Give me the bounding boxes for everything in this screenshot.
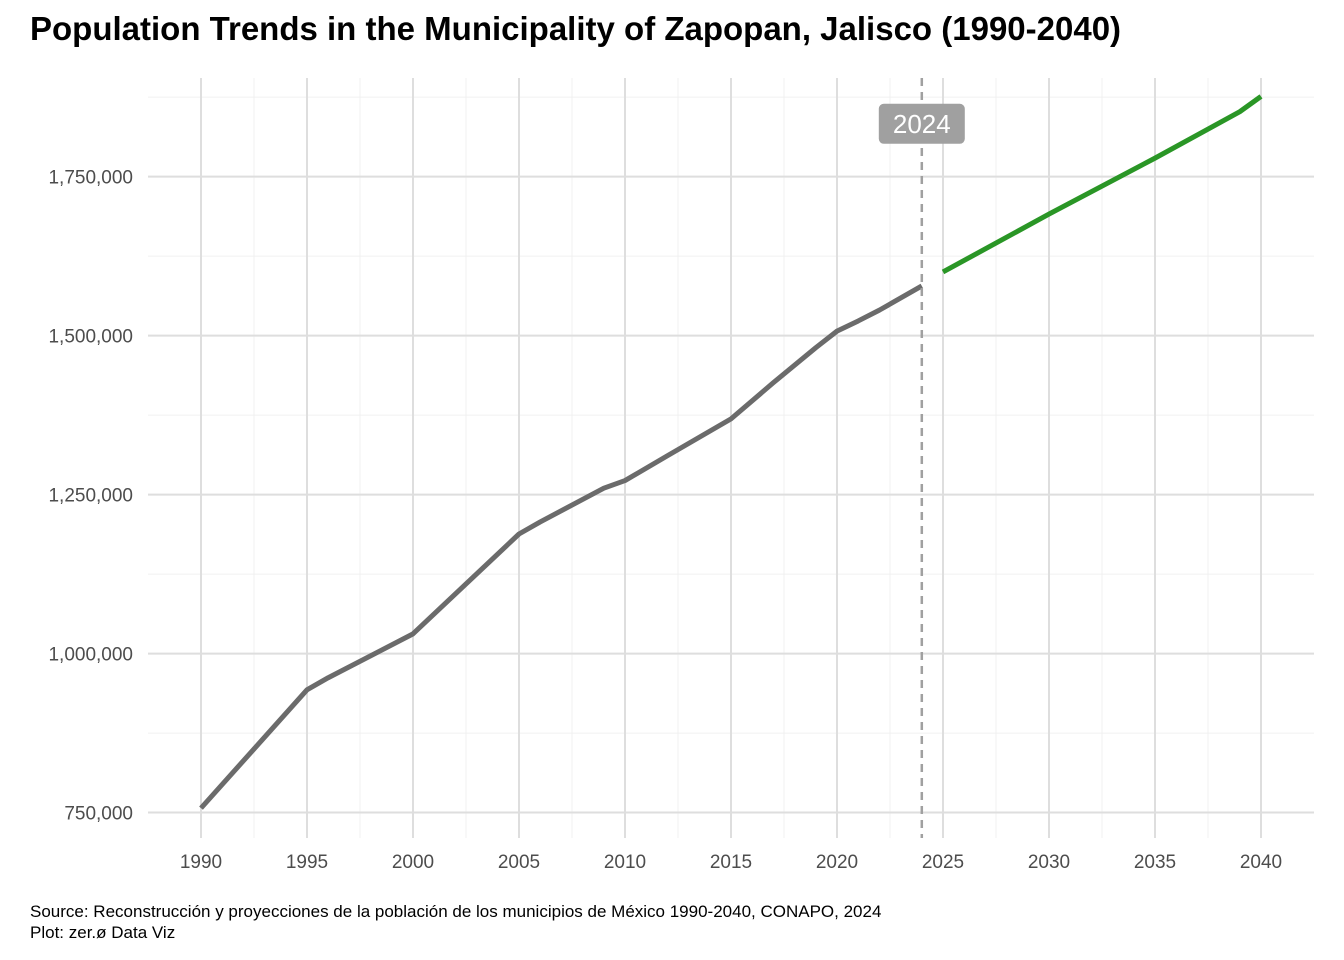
x-tick-label: 2025 xyxy=(922,852,964,873)
x-tick-label: 1990 xyxy=(180,852,222,873)
y-tick-label: 1,500,000 xyxy=(48,327,133,348)
x-tick-label: 2035 xyxy=(1134,852,1176,873)
y-tick-label: 1,750,000 xyxy=(48,168,133,189)
major-gridlines xyxy=(148,78,1314,838)
reference-label: 2024 xyxy=(893,109,951,139)
credit-note: Plot: zer.ø Data Viz xyxy=(30,923,176,942)
x-tick-label: 1995 xyxy=(286,852,328,873)
projection-series-line xyxy=(941,94,1263,275)
reference-label-box xyxy=(878,103,965,144)
y-tick-label: 1,000,000 xyxy=(48,645,133,666)
series-layer xyxy=(199,94,1263,810)
x-tick-label: 2010 xyxy=(604,852,646,873)
annotation-layer: 2024 xyxy=(878,78,965,838)
y-tick-label: 1,250,000 xyxy=(48,486,133,507)
axis-tick-labels: 1990 1995 2000 2005 2010 2015 2020 2025 2030 2035… xyxy=(48,168,1282,873)
x-tick-label: 2005 xyxy=(498,852,540,873)
source-note: Source: Reconstrucción y proyecciones de… xyxy=(30,902,882,921)
chart-title: Population Trends in the Municipality of… xyxy=(30,10,1122,47)
x-tick-label: 2015 xyxy=(710,852,752,873)
x-tick-label: 2000 xyxy=(392,852,434,873)
x-tick-label: 2040 xyxy=(1240,852,1282,873)
x-tick-label: 2020 xyxy=(816,852,858,873)
historical-series-line xyxy=(199,283,924,810)
y-tick-label: 750,000 xyxy=(64,804,133,825)
caption: Source: Reconstrucción y proyecciones de… xyxy=(30,901,881,943)
x-tick-label: 2030 xyxy=(1028,852,1070,873)
